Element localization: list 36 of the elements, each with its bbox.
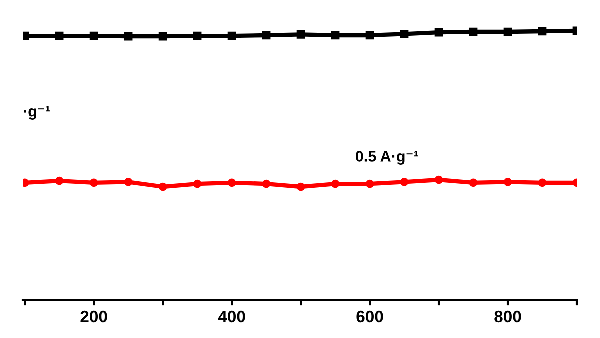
point (296, 182, 306, 192)
point (193, 180, 202, 188)
point (400, 30, 409, 38)
point (504, 178, 512, 186)
point (400, 178, 409, 186)
point (193, 32, 202, 40)
annotation: 0.5 A·g⁻¹ (356, 151, 418, 165)
point (538, 178, 547, 188)
point (262, 180, 271, 188)
point (434, 28, 444, 37)
point (228, 32, 236, 40)
point (366, 180, 374, 188)
point (469, 178, 478, 188)
point (55, 176, 64, 186)
point (434, 176, 444, 184)
point (90, 178, 98, 188)
point (262, 31, 271, 40)
point (55, 32, 64, 40)
point (504, 28, 512, 36)
x-tick-label: 600 (356, 310, 384, 323)
point (469, 28, 478, 36)
point (124, 178, 133, 186)
point (366, 31, 374, 40)
x-tick-label: 200 (80, 310, 108, 323)
x-tick-label: 400 (218, 310, 246, 323)
point (158, 182, 168, 192)
x-tick-label: 800 (494, 310, 522, 323)
point (228, 178, 236, 188)
point (296, 30, 306, 39)
annotation: ·g⁻¹ (24, 106, 50, 120)
point (90, 32, 98, 40)
point (331, 31, 340, 40)
point (124, 32, 133, 41)
point (158, 32, 168, 41)
point (331, 180, 340, 188)
point (538, 27, 547, 36)
